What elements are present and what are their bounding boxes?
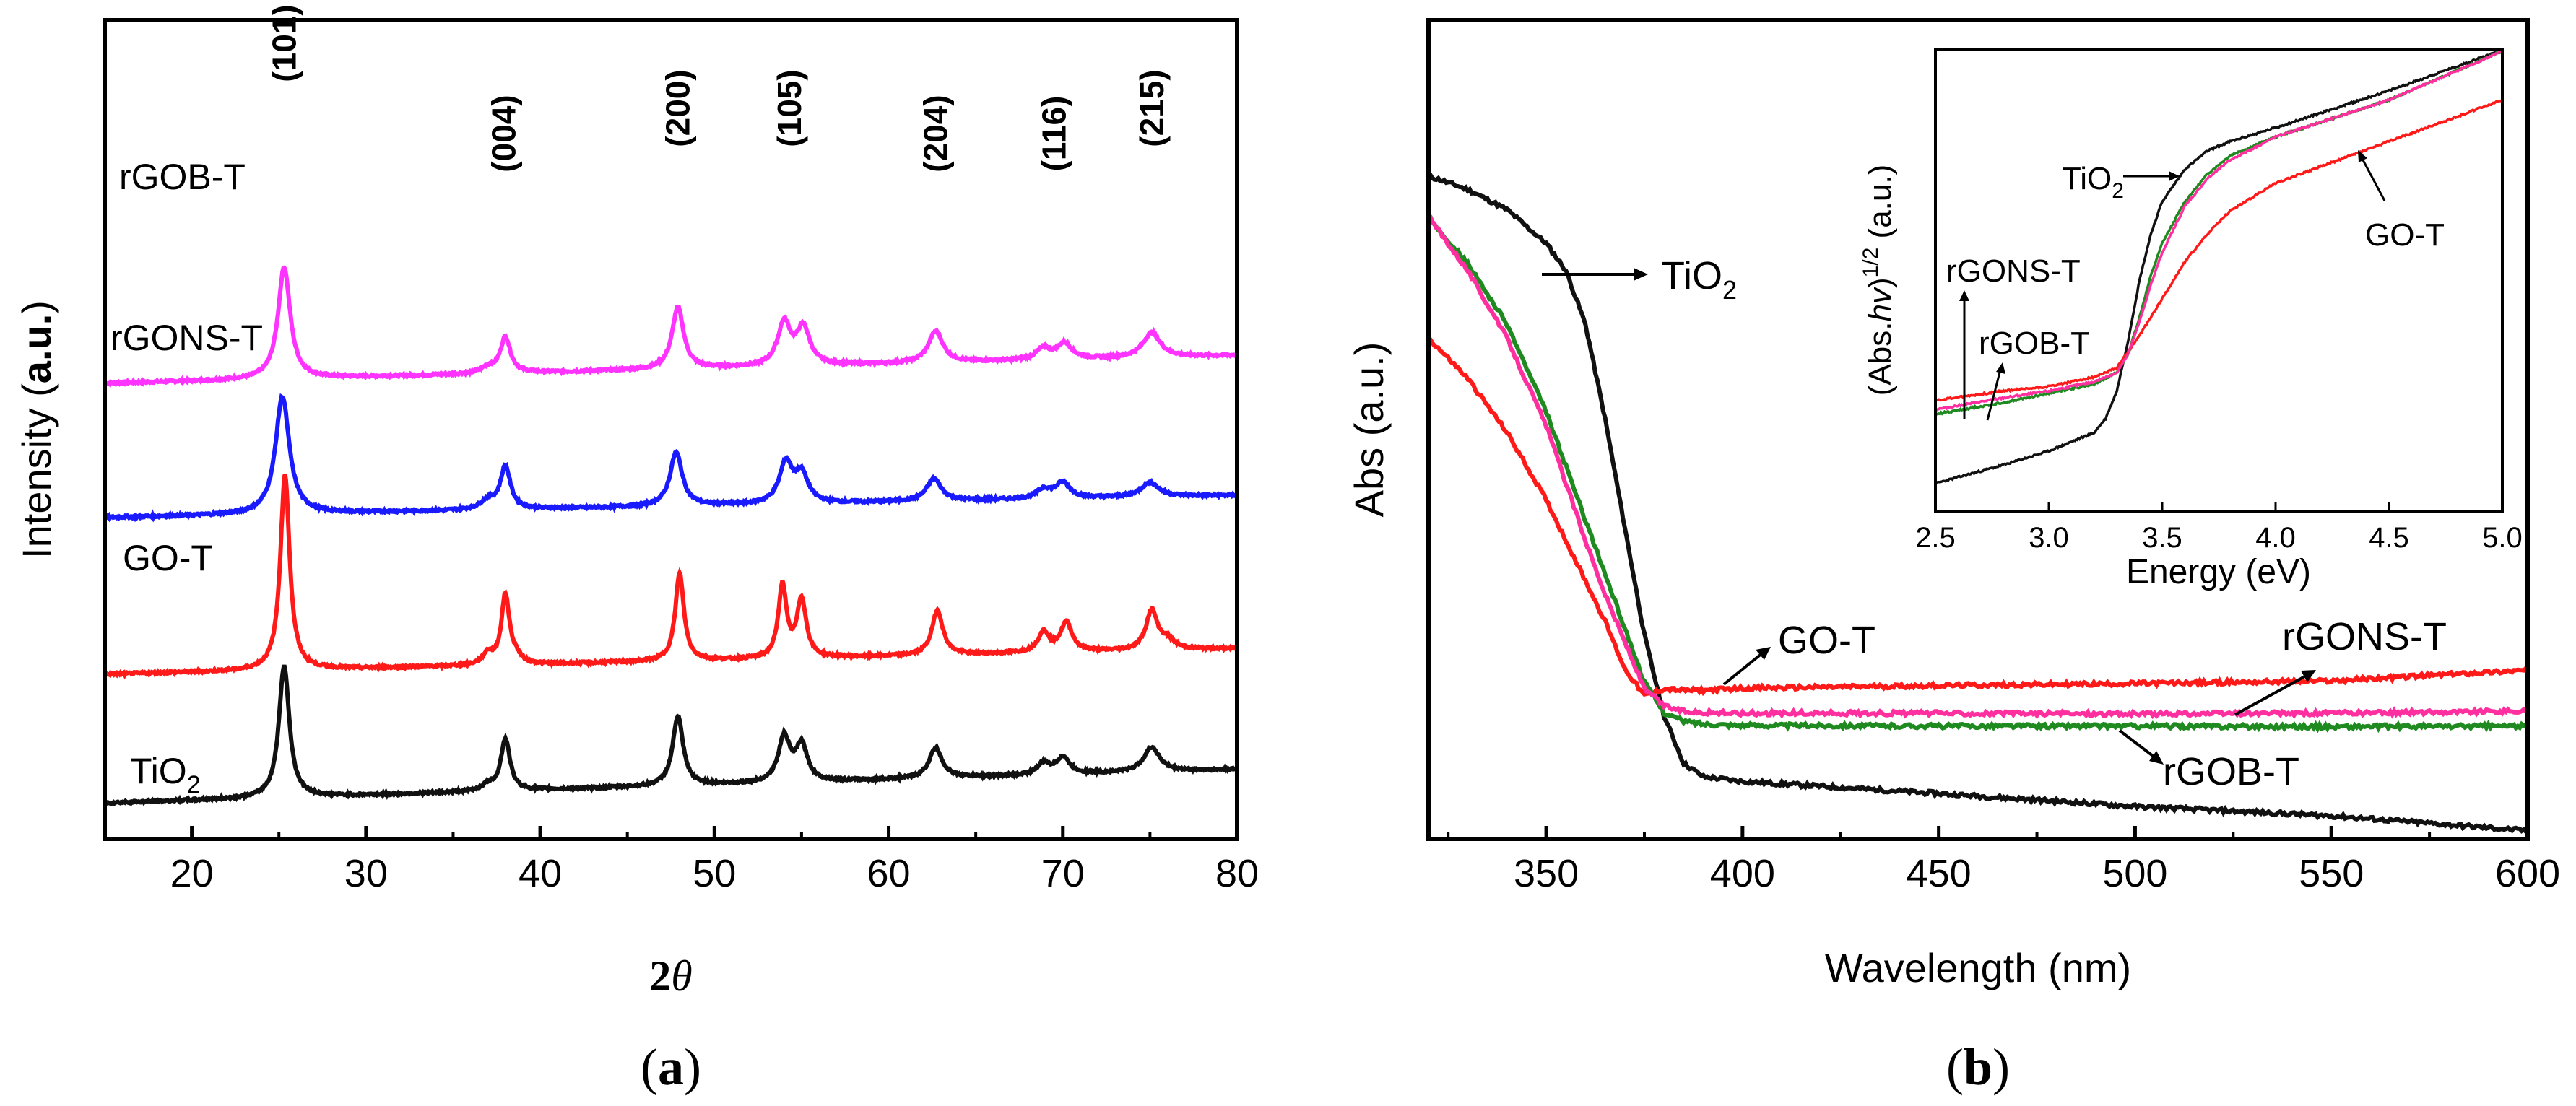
inset-label-rgob-t: rGOB-T <box>1979 326 2090 361</box>
panel-b-caption: (b) <box>1946 1038 2010 1096</box>
annotation-rgons-t: rGONS-T <box>2234 615 2447 716</box>
label-rgob-t: rGOB-T <box>2163 750 2299 793</box>
series-label-go-t: GO-T <box>123 538 213 578</box>
annotation-rgob-t: rGOB-T <box>2118 729 2299 793</box>
xrd-line-tio2 <box>103 664 1239 807</box>
panel-a-peak-labels: (101) (004) (200) (105) (204) (116) (215) <box>265 4 1170 172</box>
panel-a-y-axis-label: Intensity (a.u.) <box>14 300 59 559</box>
peak-label-116: (116) <box>1036 96 1073 172</box>
annotation-tio2: TiO2 <box>1542 254 1737 305</box>
label-go-t: GO-T <box>1778 619 1875 662</box>
panel-a-x-axis-label: 2θ <box>649 952 692 1000</box>
panel-a-x-tick-label: 40 <box>519 852 562 895</box>
inset-annotation-rgons-t: rGONS-T <box>1946 253 2081 419</box>
panel-a-frame <box>103 18 1239 841</box>
label-tio2: TiO2 <box>1661 254 1737 305</box>
arrowhead-rgons-t <box>2301 670 2316 682</box>
annotation-go-t: GO-T <box>1722 619 1875 686</box>
panel-b-annotations: TiO2 GO-T rGONS-T rGOB-T <box>1542 254 2447 793</box>
panel-b-x-tick-label: 600 <box>2495 852 2560 895</box>
abs-line-tio2 <box>1428 173 2530 835</box>
panel-b: 350 400 450 500 550 600 Abs (a.u.) Wavelength… <box>1346 18 2560 1096</box>
inset-arrow-go-t <box>2360 157 2386 201</box>
abs-line-go-t <box>1427 336 2529 697</box>
arrowhead-go-t <box>1756 647 1771 660</box>
inset-frame <box>1934 48 2504 513</box>
inset-arrowhead-rgons-t <box>1959 290 1969 301</box>
arrow-go-t <box>1722 652 1764 686</box>
xrd-line-rgob-t <box>103 265 1238 388</box>
inset-line-go-t <box>1935 98 2504 402</box>
panel-b-x-tick-label: 500 <box>2102 852 2167 895</box>
peak-label-204: (204) <box>917 95 955 172</box>
inset-annotation-go-t: GO-T <box>2358 150 2445 253</box>
panel-a-x-tick-label: 50 <box>693 852 736 895</box>
arrow-rgons-t <box>2234 674 2308 716</box>
inset: 2.5 3.0 3.5 4.0 4.5 5.0 Energy (eV) (Abs.hv)1… <box>1859 48 2523 591</box>
peak-label-215: (215) <box>1133 69 1171 147</box>
panel-b-x-tick-label: 550 <box>2299 852 2364 895</box>
panel-a-x-tick-label: 60 <box>867 852 910 895</box>
panel-a-x-tick-label: 70 <box>1041 852 1085 895</box>
panel-b-y-axis-label: Abs (a.u.) <box>1346 342 1392 518</box>
inset-x-ticks: 2.5 3.0 3.5 4.0 4.5 5.0 <box>1915 502 2523 554</box>
inset-arrowhead-rgob-t <box>1996 362 2005 374</box>
series-label-tio2: TiO2 <box>130 751 201 798</box>
inset-arrow-rgob-t <box>1986 369 2002 421</box>
xrd-series-lines <box>103 265 1239 807</box>
panel-b-x-ticks: 350 400 450 500 550 600 <box>1447 826 2560 895</box>
panel-b-frame <box>1426 18 2530 841</box>
panel-b-x-tick-label: 350 <box>1514 852 1579 895</box>
series-label-rgons-t: rGONS-T <box>110 318 263 358</box>
panel-a-x-tick-label: 30 <box>344 852 388 895</box>
panel-a: 20 30 40 50 60 70 80 (101) (004) (200) (105) (204)… <box>14 4 1259 1096</box>
abs-line-rgons-t <box>1428 214 2529 720</box>
inset-x-axis-label: Energy (eV) <box>2126 553 2311 591</box>
inset-x-tick-label: 4.5 <box>2369 522 2409 554</box>
absorbance-series-lines <box>1426 173 2530 835</box>
inset-label-go-t: GO-T <box>2365 217 2445 253</box>
panel-a-caption: (a) <box>641 1038 701 1096</box>
inset-x-tick-label: 5.0 <box>2482 522 2523 554</box>
inset-x-tick-label: 3.0 <box>2029 522 2069 554</box>
series-label-rgob-t: rGOB-T <box>119 157 246 197</box>
inset-x-tick-label: 3.5 <box>2142 522 2182 554</box>
inset-line-tio2 <box>1934 48 2504 485</box>
inset-series-lines <box>1934 48 2504 485</box>
panel-b-x-axis-label: Wavelength (nm) <box>1825 945 2131 990</box>
panel-a-x-ticks: 20 30 40 50 60 70 80 <box>103 826 1259 895</box>
arrowhead-tio2 <box>1634 268 1648 281</box>
inset-label-tio2: TiO2 <box>2062 161 2124 203</box>
inset-x-tick-label: 2.5 <box>1915 522 1956 554</box>
inset-y-axis-label: (Abs.hv)1/2 (a.u.) <box>1859 165 1898 396</box>
xrd-line-go-t <box>103 474 1239 680</box>
peak-label-200: (200) <box>659 69 697 147</box>
xrd-line-rgons-t <box>103 393 1239 523</box>
label-rgons-t: rGONS-T <box>2282 615 2447 658</box>
peak-label-105: (105) <box>771 69 808 147</box>
inset-annotation-tio2: TiO2 <box>2062 161 2180 203</box>
inset-arrowhead-tio2 <box>2169 171 2180 181</box>
inset-line-rgons-t <box>1935 50 2503 412</box>
inset-annotation-rgob-t: rGOB-T <box>1979 326 2090 421</box>
panel-b-x-tick-label: 400 <box>1710 852 1775 895</box>
inset-x-tick-label: 4.0 <box>2255 522 2296 554</box>
arrow-rgob-t <box>2118 729 2157 759</box>
inset-background <box>1935 49 2502 511</box>
panel-a-x-tick-label: 80 <box>1215 852 1259 895</box>
inset-arrowhead-go-t <box>2358 150 2367 162</box>
peak-label-101: (101) <box>265 4 303 82</box>
arrowhead-rgob-t <box>2149 751 2164 765</box>
panel-b-x-tick-label: 450 <box>1907 852 1972 895</box>
panel-a-x-tick-label: 20 <box>170 852 214 895</box>
panel-a-series-labels: rGOB-T rGONS-T GO-T TiO2 <box>110 157 263 798</box>
inset-label-rgons-t: rGONS-T <box>1946 253 2081 289</box>
abs-line-rgob-t <box>1426 213 2529 734</box>
peak-label-004: (004) <box>485 95 522 172</box>
